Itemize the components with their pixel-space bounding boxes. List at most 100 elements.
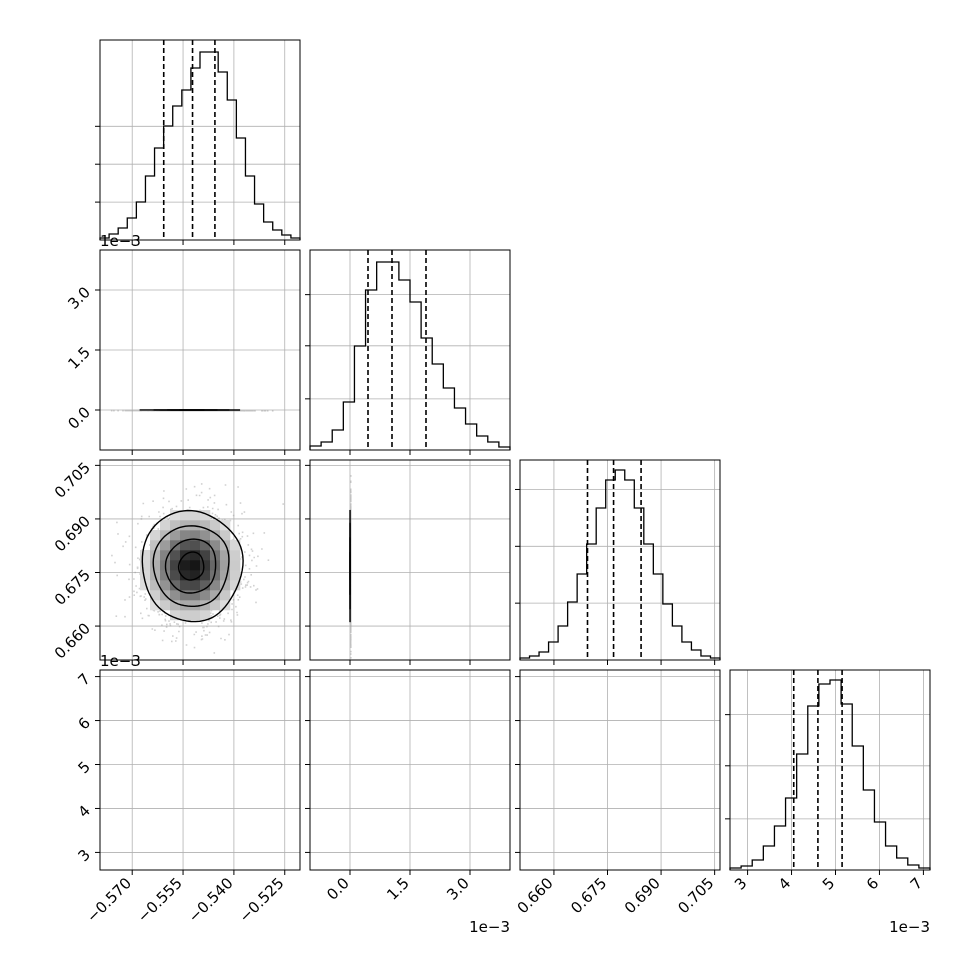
density-cell bbox=[200, 560, 211, 571]
density-cell bbox=[180, 570, 191, 581]
density-cell bbox=[170, 520, 181, 531]
axes-frame bbox=[519, 669, 721, 871]
y-tick-label: 5 bbox=[75, 758, 94, 777]
density-cell bbox=[160, 550, 171, 561]
density-cell bbox=[140, 550, 151, 561]
y-tick-label: 1.5 bbox=[64, 343, 94, 373]
y-tick-label: 3.0 bbox=[64, 283, 94, 313]
density-cell bbox=[150, 550, 161, 561]
axes-frame bbox=[519, 459, 721, 661]
density-cell bbox=[150, 540, 161, 551]
density-cell bbox=[150, 530, 161, 541]
plot-area bbox=[520, 670, 720, 870]
density-cell bbox=[210, 590, 221, 601]
contour-line-3 bbox=[141, 509, 244, 623]
density-cell bbox=[230, 550, 241, 561]
x-tick-label: −0.540 bbox=[185, 874, 237, 926]
density-cell bbox=[220, 530, 231, 541]
y-tick-label: 7 bbox=[75, 670, 94, 689]
density-cell bbox=[170, 550, 181, 561]
y-tick-label: 4 bbox=[75, 802, 94, 821]
y-tick-label: 0.675 bbox=[51, 566, 94, 609]
x-tick-label: 1.5 bbox=[383, 874, 413, 904]
hist-panel-p3 bbox=[725, 669, 931, 871]
x-tick-label: 3 bbox=[731, 874, 750, 893]
density-cell bbox=[220, 570, 231, 581]
density-cell bbox=[190, 530, 201, 541]
density-cell bbox=[200, 610, 211, 621]
contour-line-2 bbox=[152, 525, 230, 607]
density-cell bbox=[190, 590, 201, 601]
axes-frame bbox=[99, 39, 301, 241]
x-tick-label: 0.675 bbox=[567, 874, 610, 917]
density-cell bbox=[160, 580, 171, 591]
density-cell bbox=[190, 600, 201, 611]
density-cell bbox=[170, 570, 181, 581]
density-cell bbox=[170, 600, 181, 611]
x-tick-label: 5 bbox=[819, 874, 838, 893]
axes-frame bbox=[99, 669, 301, 871]
scatter-panel-p0-p3 bbox=[99, 669, 301, 871]
x-tick-label: −0.525 bbox=[236, 874, 288, 926]
plot-area bbox=[310, 460, 510, 660]
density-cell bbox=[200, 550, 211, 561]
x-offset-label: 1e−3 bbox=[469, 918, 510, 936]
density-cell bbox=[210, 600, 221, 611]
density-cell bbox=[170, 580, 181, 591]
histogram-p0 bbox=[99, 51, 301, 240]
density-cell bbox=[180, 520, 191, 531]
density-cell bbox=[150, 600, 161, 611]
density-cell bbox=[180, 510, 191, 521]
density-cell bbox=[170, 560, 181, 571]
density-cell bbox=[200, 510, 211, 521]
y-axis-p2: 0.660 0.675 0.690 0.705 bbox=[51, 459, 100, 662]
density-cell bbox=[180, 530, 191, 541]
plot-area bbox=[100, 250, 300, 450]
density-cell bbox=[190, 560, 201, 571]
density-cell bbox=[180, 610, 191, 621]
x-tick-label: 7 bbox=[907, 874, 926, 893]
density-cell bbox=[190, 580, 201, 591]
plot-area bbox=[100, 670, 300, 870]
density-cell bbox=[170, 610, 181, 621]
scatter-panel-p2-p3 bbox=[519, 669, 721, 871]
density-cell bbox=[170, 590, 181, 601]
density-cell bbox=[230, 540, 241, 551]
density-cell bbox=[170, 510, 181, 521]
scatter-panel-p1-p3 bbox=[309, 669, 511, 871]
histogram-p2 bbox=[519, 469, 721, 660]
density-cell bbox=[140, 560, 151, 571]
x-tick-label: −0.555 bbox=[134, 874, 186, 926]
x-axis-p1: 0.0 1.5 3.0 1e−3 bbox=[323, 870, 510, 936]
density-cell bbox=[180, 560, 191, 571]
density-cell bbox=[160, 600, 171, 611]
x-axis-p2: 0.660 0.675 0.690 0.705 bbox=[514, 870, 717, 917]
density-cell bbox=[140, 580, 151, 591]
density-cell bbox=[210, 530, 221, 541]
density-cell bbox=[200, 530, 211, 541]
x-offset-label: 1e−3 bbox=[889, 918, 930, 936]
x-tick-label: 4 bbox=[775, 874, 794, 893]
density-cell bbox=[170, 540, 181, 551]
x-tick-label: 0.690 bbox=[621, 874, 664, 917]
y-tick-label: 0.0 bbox=[64, 403, 94, 433]
y-tick-label: 3 bbox=[75, 846, 94, 865]
plot-area bbox=[310, 670, 510, 870]
density-cell bbox=[230, 560, 241, 571]
density-cell bbox=[180, 590, 191, 601]
density-cell bbox=[150, 590, 161, 601]
density-cell bbox=[200, 520, 211, 531]
density-cell bbox=[210, 540, 221, 551]
y-tick-label: 6 bbox=[75, 714, 94, 733]
contour-line-1 bbox=[164, 538, 217, 594]
density-cell bbox=[160, 540, 171, 551]
density-cell bbox=[190, 550, 201, 561]
y-tick-label: 0.660 bbox=[51, 619, 94, 662]
density-cell bbox=[220, 600, 231, 611]
x-tick-label: 3.0 bbox=[443, 874, 473, 904]
y-tick-label: 0.690 bbox=[51, 512, 94, 555]
density-cell bbox=[140, 570, 151, 581]
density-cell bbox=[190, 510, 201, 521]
scatter-panel-p0-p1 bbox=[99, 249, 301, 451]
x-tick-label: −0.570 bbox=[83, 874, 135, 926]
